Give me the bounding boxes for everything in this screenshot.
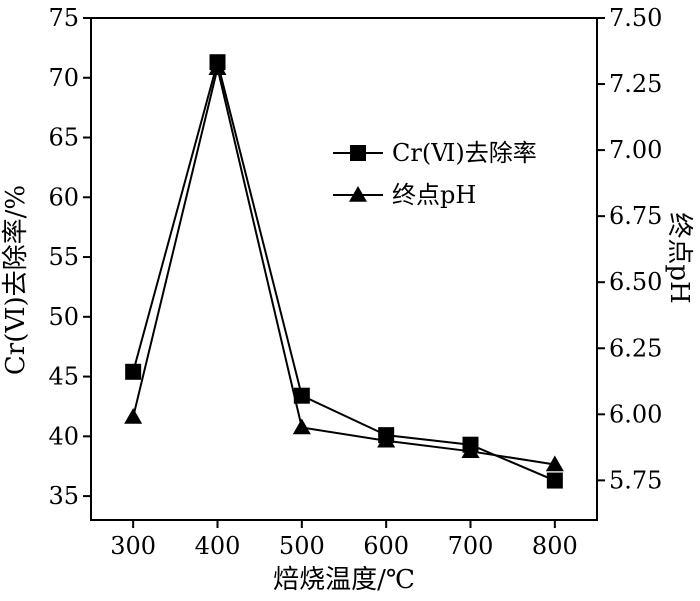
y-axis-left: 35 40 45 50 55 60 65 70 75 xyxy=(48,4,91,510)
end-ph-point xyxy=(461,442,480,459)
end-ph-point xyxy=(377,431,396,448)
end-ph-point xyxy=(545,455,564,472)
end-ph-line xyxy=(132,67,555,466)
y-tick-label: 60 xyxy=(48,183,79,211)
legend-end-ph-label: 终点pH xyxy=(392,181,476,209)
removal-rate-point xyxy=(125,363,142,380)
end-ph-point xyxy=(124,407,143,424)
y2-tick-label: 7.00 xyxy=(609,136,662,164)
removal-rate-point xyxy=(546,472,563,489)
y2-tick-label: 5.75 xyxy=(609,466,662,494)
y-tick-label: 35 xyxy=(48,482,79,510)
y-axis-left-title: Cr(Ⅵ)去除率/% xyxy=(1,185,31,375)
x-axis: 300 400 500 600 700 800 xyxy=(110,520,578,560)
y2-tick-label: 6.50 xyxy=(609,268,662,296)
y-tick-label: 55 xyxy=(48,243,79,271)
y2-tick-label: 6.75 xyxy=(609,202,662,230)
y2-tick-label: 7.25 xyxy=(609,70,662,98)
end-ph-point xyxy=(292,418,311,435)
x-tick-label: 400 xyxy=(195,532,241,560)
x-tick-label: 800 xyxy=(532,532,578,560)
y2-tick-label: 7.50 xyxy=(609,4,662,32)
y-axis-right: 5.75 6.00 6.25 6.50 6.75 7.00 7.25 7.50 xyxy=(597,4,662,494)
removal-rate-point xyxy=(293,387,310,404)
plot-frame xyxy=(90,17,598,521)
end-ph-point xyxy=(208,59,227,75)
series-layer xyxy=(124,54,564,489)
x-tick-label: 500 xyxy=(279,532,325,560)
y-tick-label: 70 xyxy=(48,64,79,92)
y-tick-label: 75 xyxy=(48,4,79,32)
x-tick-label: 700 xyxy=(448,532,494,560)
legend-removal-rate-marker xyxy=(350,145,366,161)
legend-end-ph-marker xyxy=(349,186,367,202)
x-axis-title: 焙烧温度/℃ xyxy=(273,565,415,595)
y-tick-label: 50 xyxy=(48,303,79,331)
legend-removal-rate-label: Cr(Ⅵ)去除率 xyxy=(392,139,537,167)
plot-area-border xyxy=(90,17,598,521)
x-tick-label: 600 xyxy=(363,532,409,560)
y-tick-label: 65 xyxy=(48,124,79,152)
y-tick-label: 40 xyxy=(48,422,79,450)
y-axis-right-title: 终点pH xyxy=(664,212,694,303)
y2-tick-label: 6.25 xyxy=(609,334,662,362)
removal-rate-line xyxy=(132,58,556,482)
y2-tick-label: 6.00 xyxy=(609,400,662,428)
x-tick-label: 300 xyxy=(110,532,156,560)
y-tick-label: 45 xyxy=(48,363,79,391)
